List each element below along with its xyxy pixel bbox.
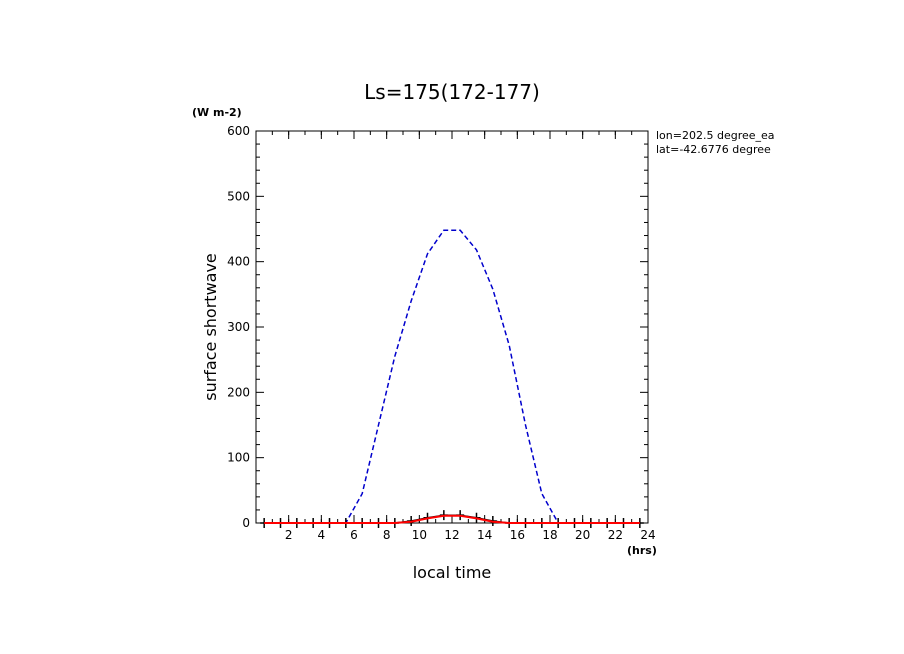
x-tick-label: 2 (285, 528, 293, 542)
x-tick-label: 18 (542, 528, 557, 542)
x-tick-label: 4 (318, 528, 326, 542)
x-tick-label: 22 (608, 528, 623, 542)
x-tick-label: 12 (444, 528, 459, 542)
y-tick-label: 300 (227, 320, 250, 334)
y-tick-label: 0 (242, 516, 250, 530)
y-tick-label: 100 (227, 451, 250, 465)
y-tick-label: 600 (227, 124, 250, 138)
y-unit-label: (W m-2) (192, 106, 242, 119)
x-tick-label: 16 (510, 528, 525, 542)
series-line-1 (264, 229, 640, 524)
x-tick-label: 8 (383, 528, 391, 542)
chart-title: Ls=175(172-177) (364, 80, 540, 104)
y-tick-label: 400 (227, 255, 250, 269)
lon-annotation: lon=202.5 degree_ea (656, 129, 775, 142)
lat-annotation: lat=-42.6776 degree (656, 143, 771, 156)
x-unit-label: (hrs) (627, 544, 657, 557)
x-tick-label: 24 (640, 528, 655, 542)
series-line-3 (264, 514, 640, 524)
series-layer (260, 229, 644, 528)
x-axis-label: local time (413, 563, 492, 582)
x-tick-label: 6 (350, 528, 358, 542)
y-tick-label: 500 (227, 189, 250, 203)
x-tick-label: 20 (575, 528, 590, 542)
y-tick-label: 200 (227, 385, 250, 399)
x-tick-label: 14 (477, 528, 492, 542)
x-tick-label: 10 (412, 528, 427, 542)
y-axis-label: surface shortwave (201, 253, 220, 401)
plot-frame (255, 130, 649, 524)
